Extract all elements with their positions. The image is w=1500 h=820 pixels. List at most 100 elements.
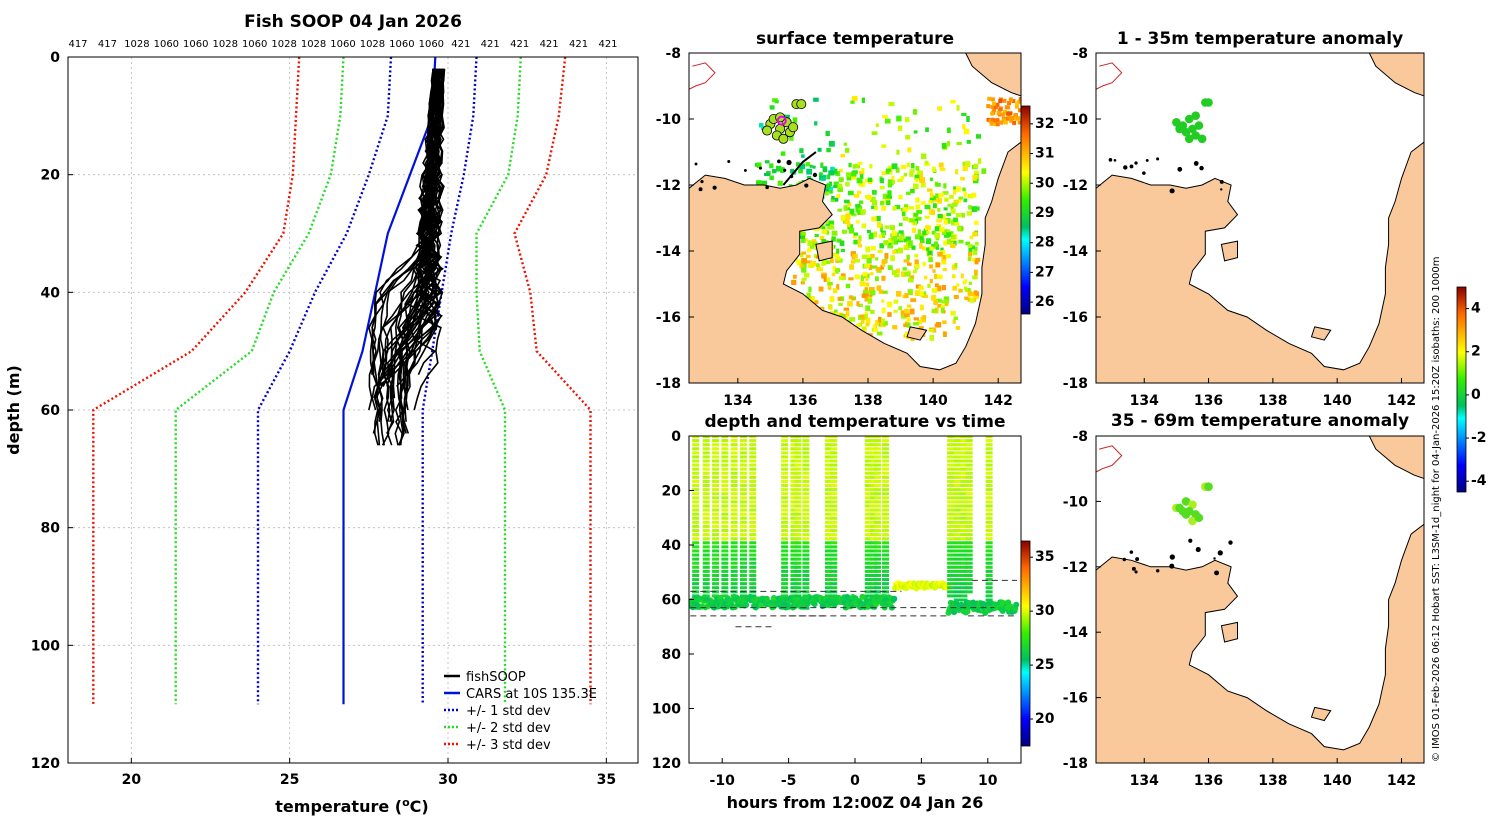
dive-point	[960, 463, 968, 467]
dive-point	[985, 467, 993, 471]
sst-pixel	[943, 183, 947, 189]
dive-point	[864, 590, 872, 594]
dive-point	[870, 443, 878, 447]
sst-pixel	[844, 199, 850, 204]
sst-pixel	[974, 206, 980, 211]
island	[1213, 557, 1216, 560]
sst-pixel	[827, 281, 833, 286]
sst-pixel	[888, 101, 895, 107]
sst-pixel	[914, 264, 920, 269]
dive-point	[790, 582, 798, 586]
sst-pixel	[1006, 111, 1011, 116]
dive-point	[965, 439, 973, 443]
dive-point	[712, 467, 720, 471]
survey-point	[788, 122, 799, 133]
sst-pixel	[897, 125, 903, 131]
dive-point	[790, 578, 798, 582]
sst-pixel	[759, 123, 764, 128]
dive-point	[947, 561, 955, 565]
dive-point	[870, 463, 878, 467]
dive-point	[730, 561, 738, 565]
sst-pixel	[870, 253, 875, 259]
sst-pixel	[990, 105, 995, 110]
dive-point	[702, 561, 710, 565]
sst-pixel	[937, 207, 941, 212]
dive-point	[790, 512, 798, 516]
sst-pixel	[935, 183, 941, 187]
dive-point	[712, 545, 720, 549]
dive-point	[721, 492, 729, 496]
dive-point	[864, 459, 872, 463]
sst-pixel	[879, 186, 885, 190]
top-label: 1028	[271, 39, 296, 50]
sst-pixel	[828, 140, 835, 147]
dive-point	[965, 443, 973, 447]
dive-point	[712, 541, 720, 545]
dive-point	[730, 508, 738, 512]
dive-point	[721, 561, 729, 565]
sst-pixel	[892, 206, 897, 211]
dive-point	[824, 479, 832, 483]
sst-pixel	[1015, 102, 1020, 107]
sst-pixel	[1003, 109, 1008, 114]
dive-point	[702, 545, 710, 549]
dive-point	[781, 471, 789, 475]
dive-point	[712, 529, 720, 533]
dive-point	[882, 488, 890, 492]
dive-point	[960, 439, 968, 443]
sst-pixel	[847, 190, 854, 196]
sst-pixel	[851, 213, 857, 217]
legend-sd2: +/- 2 std dev	[466, 721, 551, 736]
y-tick-label: 0	[50, 50, 60, 66]
sst-pixel	[864, 296, 869, 302]
sst-pixel	[945, 254, 952, 259]
sst-pixel	[933, 195, 940, 202]
dive-point	[802, 492, 810, 496]
dive-point	[830, 553, 838, 557]
isobath-line	[689, 62, 716, 90]
sst-pixel	[953, 188, 957, 195]
dive-point	[882, 471, 890, 475]
dive-point	[721, 512, 729, 516]
dive-point	[864, 512, 872, 516]
dive-point	[965, 512, 973, 516]
dive-point	[830, 524, 838, 528]
sst-pixel	[802, 262, 807, 268]
dive-point	[870, 512, 878, 516]
top-label: 1060	[183, 39, 208, 50]
dive-point	[864, 594, 872, 598]
y-tick-label: -18	[1063, 376, 1088, 392]
sst-pixel	[928, 208, 933, 215]
sst-pixel	[972, 275, 978, 280]
sst-pixel	[829, 311, 836, 316]
sst-pixel	[974, 241, 979, 246]
dive-point	[947, 524, 955, 528]
sst-pixel	[909, 169, 915, 173]
dive-point	[830, 602, 838, 606]
dive-point	[781, 569, 789, 573]
dive-point	[802, 471, 810, 475]
sst-pixel	[907, 278, 914, 283]
dive-point	[739, 467, 747, 471]
dive-point	[790, 557, 798, 561]
sst-pixel	[941, 300, 946, 304]
dive-point	[960, 512, 968, 516]
sst-pixel	[821, 239, 826, 244]
dive-point	[721, 504, 729, 508]
dive-point	[730, 496, 738, 500]
sst-pixel	[800, 253, 804, 258]
dive-point	[730, 455, 738, 459]
anomaly-point	[1181, 497, 1191, 506]
dive-point	[864, 561, 872, 565]
dive-point	[824, 533, 832, 537]
coast-detail	[782, 151, 817, 186]
dive-point	[953, 500, 961, 504]
dive-point	[947, 594, 955, 598]
dive-point	[749, 582, 757, 586]
colorbar-tick-label: 4	[1471, 301, 1481, 317]
sst-pixel	[887, 312, 892, 317]
dive-point	[960, 578, 968, 582]
island	[1156, 157, 1160, 161]
dive-point	[824, 504, 832, 508]
dive-point	[960, 529, 968, 533]
